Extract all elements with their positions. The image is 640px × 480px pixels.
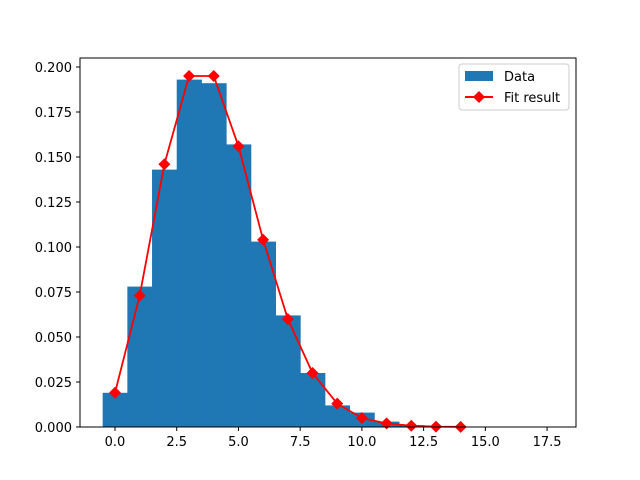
y-tick-label: 0.075 bbox=[35, 286, 72, 301]
fit-marker bbox=[281, 313, 294, 325]
histogram-bar bbox=[176, 79, 202, 427]
fit-marker bbox=[232, 140, 245, 153]
x-tick-label: 10.0 bbox=[347, 435, 376, 450]
fit-marker bbox=[405, 419, 418, 432]
fit-marker bbox=[207, 70, 220, 82]
histogram-bar bbox=[275, 315, 301, 427]
fit-marker bbox=[306, 367, 319, 379]
fit-marker bbox=[355, 412, 368, 424]
y-tick-label: 0.100 bbox=[35, 241, 72, 256]
fit-marker bbox=[109, 386, 121, 399]
histogram-bar bbox=[152, 169, 178, 427]
x-axis: 0.0 2.5 5.0 7.5 10.0 12.5 15.0 17.5 bbox=[105, 427, 562, 450]
histogram-bars bbox=[102, 79, 449, 427]
fit-marker bbox=[133, 289, 146, 302]
y-tick-label: 0.150 bbox=[35, 151, 72, 166]
y-axis: 0.000 0.025 0.050 0.075 0.100 0.125 0.150 0.175… bbox=[35, 61, 80, 436]
x-tick-label: 15.0 bbox=[471, 435, 500, 450]
histogram-bar bbox=[250, 241, 276, 427]
fit-marker bbox=[331, 397, 344, 410]
y-tick-label: 0.175 bbox=[35, 106, 72, 121]
x-tick-label: 17.5 bbox=[533, 435, 562, 450]
axes-frame bbox=[79, 57, 577, 428]
x-tick-label: 12.5 bbox=[409, 435, 438, 450]
x-tick-label: 0.0 bbox=[105, 435, 126, 450]
histogram-bar bbox=[127, 286, 153, 427]
fit-marker bbox=[183, 70, 196, 82]
y-tick-label: 0.000 bbox=[35, 421, 72, 436]
legend-data-swatch-icon bbox=[465, 71, 493, 81]
legend: Data Fit result bbox=[458, 63, 570, 111]
fit-marker bbox=[158, 158, 171, 171]
x-tick-label: 7.5 bbox=[290, 435, 311, 450]
legend-fit-marker-icon bbox=[473, 91, 485, 103]
histogram-bar bbox=[300, 373, 326, 427]
legend-data-label: Data bbox=[504, 70, 535, 85]
histogram-bar bbox=[226, 144, 252, 427]
y-tick-label: 0.200 bbox=[35, 61, 72, 76]
y-tick-label: 0.025 bbox=[35, 376, 72, 391]
fit-marker bbox=[380, 417, 393, 430]
x-tick-label: 5.0 bbox=[228, 435, 249, 450]
x-tick-label: 2.5 bbox=[166, 435, 187, 450]
histogram-bar bbox=[324, 405, 351, 427]
legend-fit-label: Fit result bbox=[504, 91, 560, 106]
fit-marker bbox=[257, 233, 270, 246]
y-tick-label: 0.125 bbox=[35, 196, 72, 211]
histogram-bar bbox=[201, 83, 227, 427]
y-tick-label: 0.050 bbox=[35, 331, 72, 346]
